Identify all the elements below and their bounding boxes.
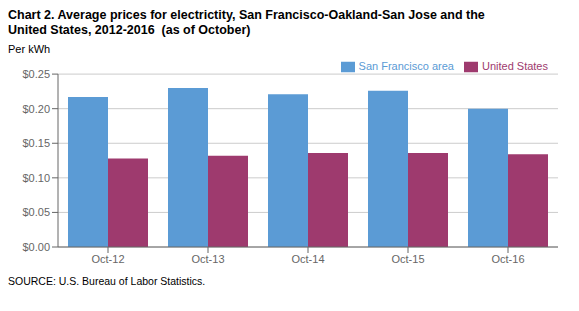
- svg-text:$0.15: $0.15: [22, 137, 50, 149]
- svg-text:Oct-15: Oct-15: [391, 253, 424, 265]
- html-text:United States: United States: [482, 60, 548, 72]
- svg-text:$0.00: $0.00: [22, 241, 50, 253]
- svg-text:$0.05: $0.05: [22, 206, 50, 218]
- svg-text:$0.10: $0.10: [22, 172, 50, 184]
- svg-text:Oct-14: Oct-14: [291, 253, 324, 265]
- html-text:SOURCE: U.S. Bureau of Labor S: SOURCE: U.S. Bureau of Labor Statistics.: [8, 275, 206, 287]
- html-text:San Francisco area: San Francisco area: [358, 60, 454, 72]
- svg-text:Oct-13: Oct-13: [191, 253, 224, 265]
- svg-text:$0.25: $0.25: [22, 68, 50, 80]
- html-text:Per kWh: Per kWh: [8, 43, 51, 55]
- svg-text:Oct-16: Oct-16: [491, 253, 524, 265]
- html-text:United States, 2012-2016 (as o: United States, 2012-2016 (as of October): [8, 23, 251, 37]
- svg-text:$0.20: $0.20: [22, 103, 50, 115]
- html-text:Chart 2. Average prices for el: Chart 2. Average prices for electrictity…: [8, 8, 485, 22]
- svg-text:Oct-12: Oct-12: [91, 253, 124, 265]
